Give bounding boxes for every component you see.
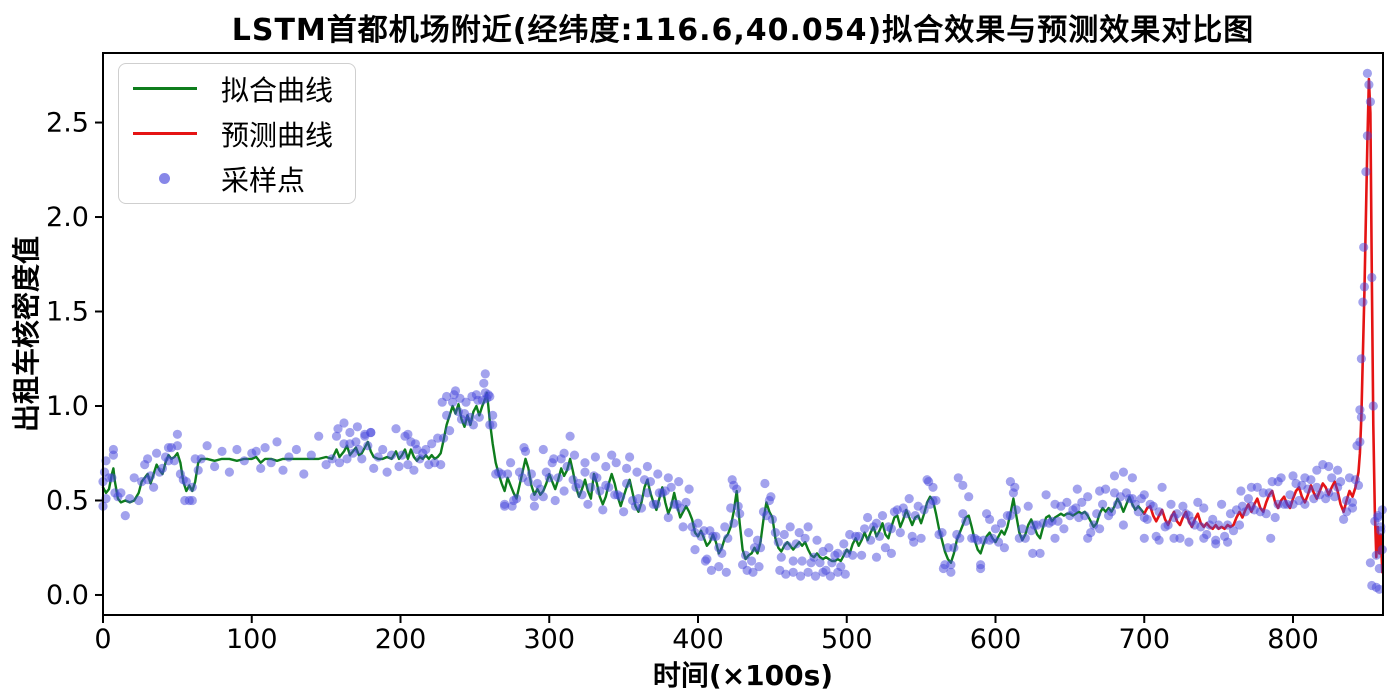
x-axis-label: 时间(×100s) (652, 659, 834, 692)
legend-label-samples: 采样点 (221, 163, 306, 197)
scatter-marker-sample (159, 173, 170, 184)
y-tick-label: 1.0 (46, 391, 89, 422)
plot-border (102, 52, 1384, 616)
x-tick-label: 300 (523, 624, 575, 655)
sample-points (98, 68, 1387, 594)
x-tick-label: 100 (226, 624, 278, 655)
legend-label-prediction: 预测曲线 (221, 118, 334, 152)
y-tick-label: 2.0 (46, 202, 89, 233)
legend-item-prediction: 预测曲线 (119, 114, 355, 154)
chart-title: LSTM首都机场附近(经纬度:116.6,40.054)拟合效果与预测效果对比图 (231, 13, 1255, 48)
y-axis-label: 出租车核密度值 (10, 236, 43, 433)
legend-label-fit: 拟合曲线 (221, 73, 334, 107)
y-tick-label: 2.5 (46, 108, 89, 139)
x-tick-label: 500 (821, 624, 873, 655)
x-tick-label: 0 (94, 624, 111, 655)
y-tick-label: 1.5 (46, 297, 89, 328)
y-tick-label: 0.5 (46, 485, 89, 516)
legend: 拟合曲线 预测曲线 采样点 (118, 63, 356, 204)
x-tick-label: 700 (1118, 624, 1170, 655)
fit-line-sample (133, 87, 197, 90)
x-axis-ticks: 0 100 200 300 400 500 600 700 800 (94, 615, 1319, 655)
prediction-line-sample (133, 132, 197, 135)
y-tick-label: 0.0 (46, 580, 89, 611)
x-tick-label: 400 (672, 624, 724, 655)
x-tick-label: 600 (970, 624, 1022, 655)
legend-item-samples: 采样点 (119, 159, 355, 199)
x-tick-label: 800 (1267, 624, 1319, 655)
y-axis-ticks: 0.0 0.5 1.0 1.5 2.0 2.5 (46, 108, 103, 611)
x-tick-label: 200 (375, 624, 427, 655)
legend-item-fit: 拟合曲线 (119, 69, 355, 109)
